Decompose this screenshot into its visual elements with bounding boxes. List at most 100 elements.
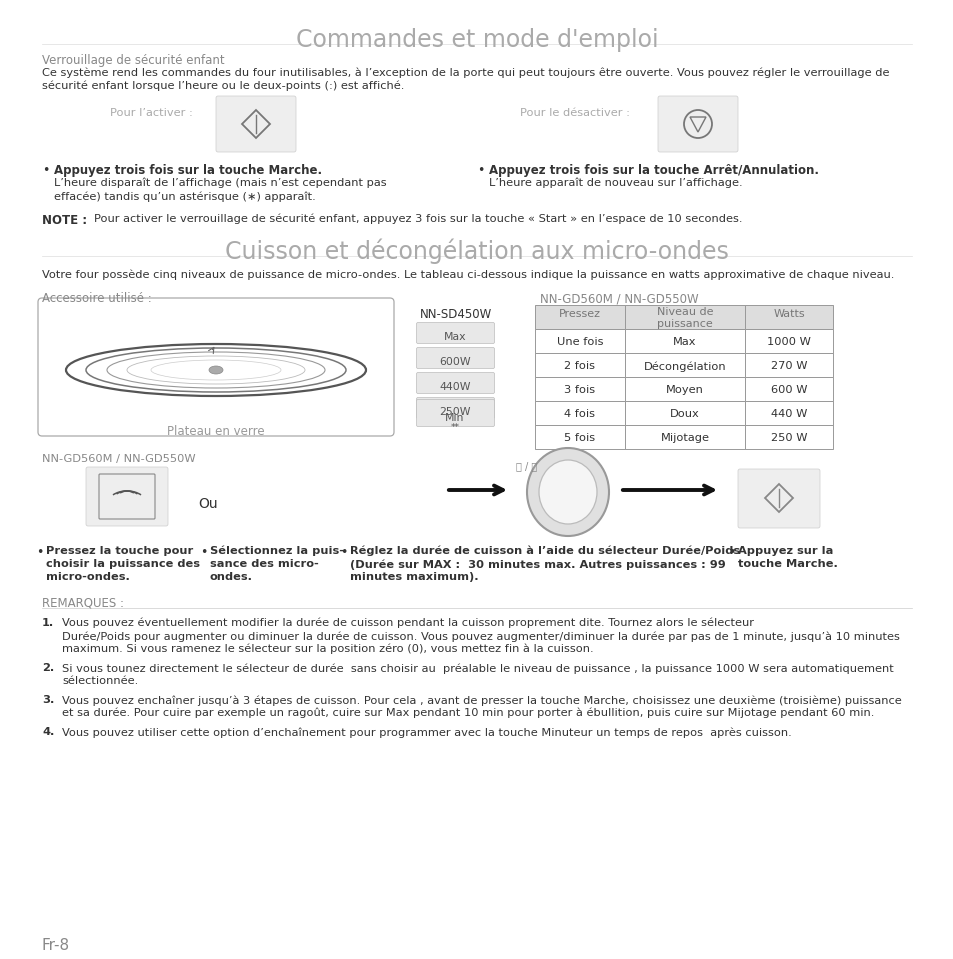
Bar <box>624 425 744 449</box>
Bar <box>535 425 624 449</box>
Text: maximum. Si vous ramenez le sélecteur sur la position zéro (0), vous mettez fin : maximum. Si vous ramenez le sélecteur su… <box>62 644 593 654</box>
Text: et sa durée. Pour cuire par exemple un ragoût, cuire sur Max pendant 10 min pour: et sa durée. Pour cuire par exemple un r… <box>62 708 874 718</box>
Text: REMARQUES :: REMARQUES : <box>42 596 124 609</box>
Text: sance des micro-: sance des micro- <box>210 559 318 569</box>
Text: Watts: Watts <box>772 309 804 319</box>
Bar <box>744 353 832 377</box>
Text: Min: Min <box>445 413 464 423</box>
Text: NN-SD450W: NN-SD450W <box>419 308 492 321</box>
Bar <box>744 425 832 449</box>
Text: effacée) tandis qu’un astérisque (∗) apparaît.: effacée) tandis qu’un astérisque (∗) app… <box>54 191 315 201</box>
Text: NN-GD560M / NN-GD550W: NN-GD560M / NN-GD550W <box>42 454 195 464</box>
Ellipse shape <box>526 448 608 536</box>
Text: Appuyez trois fois sur la touche Marche.: Appuyez trois fois sur la touche Marche. <box>54 164 322 177</box>
Text: 5 fois: 5 fois <box>564 433 595 443</box>
Text: Une fois: Une fois <box>557 337 602 347</box>
Text: 3 fois: 3 fois <box>564 385 595 395</box>
Text: Verrouillage de sécurité enfant: Verrouillage de sécurité enfant <box>42 54 224 67</box>
Text: Décongélation: Décongélation <box>643 361 725 371</box>
Text: Réglez la durée de cuisson à l’aide du sélecteur Durée/Poids: Réglez la durée de cuisson à l’aide du s… <box>350 546 740 556</box>
Text: Max: Max <box>443 332 466 342</box>
Text: 270 W: 270 W <box>770 361 806 371</box>
Text: 440 W: 440 W <box>770 409 806 419</box>
Bar <box>535 329 624 353</box>
Text: Sélectionnez la puis-: Sélectionnez la puis- <box>210 546 344 556</box>
Text: sélectionnée.: sélectionnée. <box>62 676 138 686</box>
Bar <box>535 353 624 377</box>
FancyBboxPatch shape <box>738 469 820 528</box>
Text: NOTE :: NOTE : <box>42 214 87 227</box>
Text: 3.: 3. <box>42 695 54 705</box>
Text: Appuyez sur la: Appuyez sur la <box>738 546 833 556</box>
Text: •: • <box>42 164 50 177</box>
FancyBboxPatch shape <box>416 397 494 418</box>
Text: Moyen: Moyen <box>665 385 703 395</box>
Text: ⌛ / 🔥: ⌛ / 🔥 <box>516 461 537 471</box>
Text: Pour l’activer :: Pour l’activer : <box>110 108 193 118</box>
Text: Doux: Doux <box>669 409 700 419</box>
FancyBboxPatch shape <box>416 347 494 368</box>
Bar <box>535 401 624 425</box>
Text: minutes maximum).: minutes maximum). <box>350 572 478 582</box>
Text: (Durée sur MAX :  30 minutes max. Autres puissances : 99: (Durée sur MAX : 30 minutes max. Autres … <box>350 559 725 570</box>
Text: Durée/Poids pour augmenter ou diminuer la durée de cuisson. Vous pouvez augmente: Durée/Poids pour augmenter ou diminuer l… <box>62 631 899 642</box>
Text: 4 fois: 4 fois <box>564 409 595 419</box>
Text: 4.: 4. <box>42 727 54 737</box>
Text: L’heure apparaît de nouveau sur l’affichage.: L’heure apparaît de nouveau sur l’affich… <box>489 178 741 189</box>
Text: 1.: 1. <box>42 618 54 628</box>
Ellipse shape <box>538 460 597 524</box>
Text: Cuisson et décongélation aux micro-ondes: Cuisson et décongélation aux micro-ondes <box>225 238 728 264</box>
Text: Ce système rend les commandes du four inutilisables, à l’exception de la porte q: Ce système rend les commandes du four in… <box>42 68 888 91</box>
Text: 250W: 250W <box>438 407 470 417</box>
Text: Pressez: Pressez <box>558 309 600 319</box>
Text: 2.: 2. <box>42 663 54 673</box>
FancyBboxPatch shape <box>416 372 494 393</box>
Text: 600W: 600W <box>438 357 471 367</box>
Text: choisir la puissance des: choisir la puissance des <box>46 559 200 569</box>
FancyBboxPatch shape <box>658 96 738 152</box>
Text: Plateau en verre: Plateau en verre <box>167 425 265 438</box>
Text: •: • <box>200 546 207 559</box>
Text: Commandes et mode d'emploi: Commandes et mode d'emploi <box>295 28 658 52</box>
Text: •: • <box>36 546 43 559</box>
Text: Pressez la touche pour: Pressez la touche pour <box>46 546 193 556</box>
Text: •: • <box>339 546 347 559</box>
Text: Vous pouvez enchaîner jusqu’à 3 étapes de cuisson. Pour cela , avant de presser : Vous pouvez enchaîner jusqu’à 3 étapes d… <box>62 695 901 706</box>
Bar <box>744 401 832 425</box>
Bar <box>535 377 624 401</box>
Text: ondes.: ondes. <box>210 572 253 582</box>
Text: Niveau de
puissance: Niveau de puissance <box>656 307 713 329</box>
FancyBboxPatch shape <box>215 96 295 152</box>
Text: **: ** <box>450 423 459 432</box>
Text: 1000 W: 1000 W <box>766 337 810 347</box>
Text: NN-GD560M / NN-GD550W: NN-GD560M / NN-GD550W <box>539 292 698 305</box>
Bar <box>535 305 624 329</box>
Text: Si vous tounez directement le sélecteur de durée  sans choisir au  préalable le : Si vous tounez directement le sélecteur … <box>62 663 893 673</box>
FancyBboxPatch shape <box>416 322 494 343</box>
Text: 250 W: 250 W <box>770 433 806 443</box>
Text: micro-ondes.: micro-ondes. <box>46 572 130 582</box>
Text: Pour le désactiver :: Pour le désactiver : <box>519 108 629 118</box>
Bar <box>624 329 744 353</box>
Bar <box>624 305 744 329</box>
Text: 600 W: 600 W <box>770 385 806 395</box>
Bar <box>744 329 832 353</box>
Text: 440W: 440W <box>438 382 470 392</box>
Text: Max: Max <box>673 337 696 347</box>
Text: Vous pouvez utiliser cette option d’enchaînement pour programmer avec la touche : Vous pouvez utiliser cette option d’ench… <box>62 727 791 737</box>
Text: Vous pouvez éventuellement modifier la durée de cuisson pendant la cuisson propr: Vous pouvez éventuellement modifier la d… <box>62 618 753 628</box>
Bar <box>624 377 744 401</box>
Ellipse shape <box>209 366 223 374</box>
Text: L’heure disparaît de l’affichage (mais n’est cependant pas: L’heure disparaît de l’affichage (mais n… <box>54 178 386 189</box>
FancyBboxPatch shape <box>86 467 168 526</box>
Text: touche Marche.: touche Marche. <box>738 559 837 569</box>
Bar <box>624 353 744 377</box>
Bar <box>624 401 744 425</box>
Text: 2 fois: 2 fois <box>564 361 595 371</box>
Bar <box>744 377 832 401</box>
Text: •: • <box>727 546 735 559</box>
Text: Fr-8: Fr-8 <box>42 938 71 953</box>
FancyBboxPatch shape <box>416 400 494 427</box>
Text: Mijotage: Mijotage <box>659 433 709 443</box>
Text: •: • <box>476 164 484 177</box>
